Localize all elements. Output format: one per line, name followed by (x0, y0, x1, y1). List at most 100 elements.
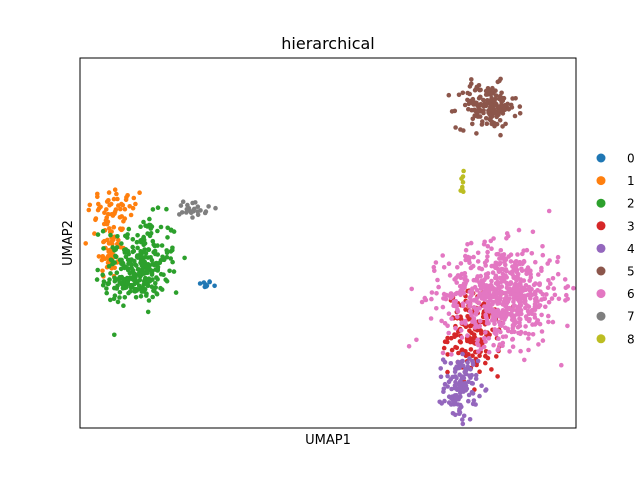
data-point (119, 241, 124, 246)
data-point (483, 272, 489, 277)
data-point (492, 99, 497, 104)
data-point (484, 307, 490, 312)
data-point (92, 231, 97, 236)
data-point (447, 273, 453, 278)
data-point (535, 288, 540, 293)
data-point (524, 271, 529, 277)
data-point (509, 317, 515, 323)
data-point (460, 421, 466, 427)
data-point (466, 398, 471, 404)
data-point (517, 260, 523, 265)
legend-label-7: 7 (627, 310, 635, 324)
data-point (83, 241, 88, 246)
data-point (142, 259, 147, 265)
data-point (127, 276, 132, 281)
data-point (504, 285, 510, 291)
data-point (488, 118, 493, 123)
data-point (488, 91, 494, 97)
legend-label-6: 6 (627, 287, 635, 301)
data-point (457, 362, 463, 368)
data-point (488, 238, 494, 244)
data-point (545, 261, 550, 266)
data-point (434, 291, 439, 296)
data-point (207, 279, 212, 284)
data-point (471, 277, 477, 283)
data-point (500, 111, 506, 116)
data-point (147, 216, 152, 222)
data-point (422, 295, 428, 301)
data-point (117, 290, 123, 295)
data-point (524, 303, 530, 308)
data-point (435, 277, 440, 283)
data-point (496, 319, 502, 325)
data-point (469, 380, 475, 386)
data-point (138, 224, 143, 229)
data-point (471, 332, 477, 338)
series-4-points (437, 351, 489, 427)
data-point (438, 366, 444, 371)
data-point (460, 417, 465, 422)
data-point (484, 316, 490, 322)
data-point (95, 232, 101, 237)
data-point (142, 263, 148, 268)
data-point (494, 312, 500, 317)
data-point (467, 308, 473, 314)
data-point (483, 283, 489, 288)
data-point (504, 236, 509, 241)
data-point (441, 389, 446, 395)
data-point (470, 263, 476, 269)
data-point (540, 292, 545, 297)
data-point (155, 228, 160, 234)
data-point (545, 285, 551, 291)
data-point (147, 233, 153, 239)
data-point (445, 352, 451, 357)
data-point (485, 355, 491, 361)
data-point (463, 247, 469, 253)
data-point (159, 287, 165, 292)
data-point (100, 282, 106, 288)
data-point (135, 245, 140, 251)
data-point (497, 285, 502, 291)
data-point (512, 113, 518, 119)
data-point (460, 184, 465, 190)
data-point (541, 296, 547, 302)
data-point (111, 237, 116, 243)
data-point (445, 373, 450, 379)
series-8-points (458, 168, 466, 194)
data-point (530, 229, 536, 235)
series-7-points (177, 199, 218, 220)
data-point (445, 369, 450, 375)
data-point (96, 254, 102, 259)
data-point (442, 321, 448, 326)
data-point (429, 290, 435, 295)
data-point (489, 367, 494, 372)
data-point (182, 255, 187, 261)
data-point (469, 389, 475, 395)
data-point (468, 293, 474, 299)
data-point (509, 105, 515, 110)
data-point (523, 324, 528, 329)
data-point (454, 345, 460, 351)
data-point (123, 233, 128, 239)
data-point (460, 381, 466, 386)
data-point (472, 284, 478, 290)
data-point (536, 342, 541, 347)
data-point (468, 240, 474, 246)
data-point (511, 274, 516, 280)
data-point (453, 396, 459, 401)
data-point (530, 332, 536, 337)
data-point (121, 277, 126, 282)
data-point (454, 280, 460, 285)
data-point (195, 212, 201, 218)
data-point (476, 95, 482, 101)
data-point (551, 286, 557, 291)
data-point (108, 232, 113, 238)
data-point (530, 322, 535, 327)
data-point (475, 259, 481, 264)
data-point (482, 239, 488, 245)
data-point (494, 290, 500, 295)
data-point (138, 258, 144, 263)
data-point (100, 272, 105, 278)
data-point (521, 248, 526, 253)
data-point (143, 223, 148, 228)
